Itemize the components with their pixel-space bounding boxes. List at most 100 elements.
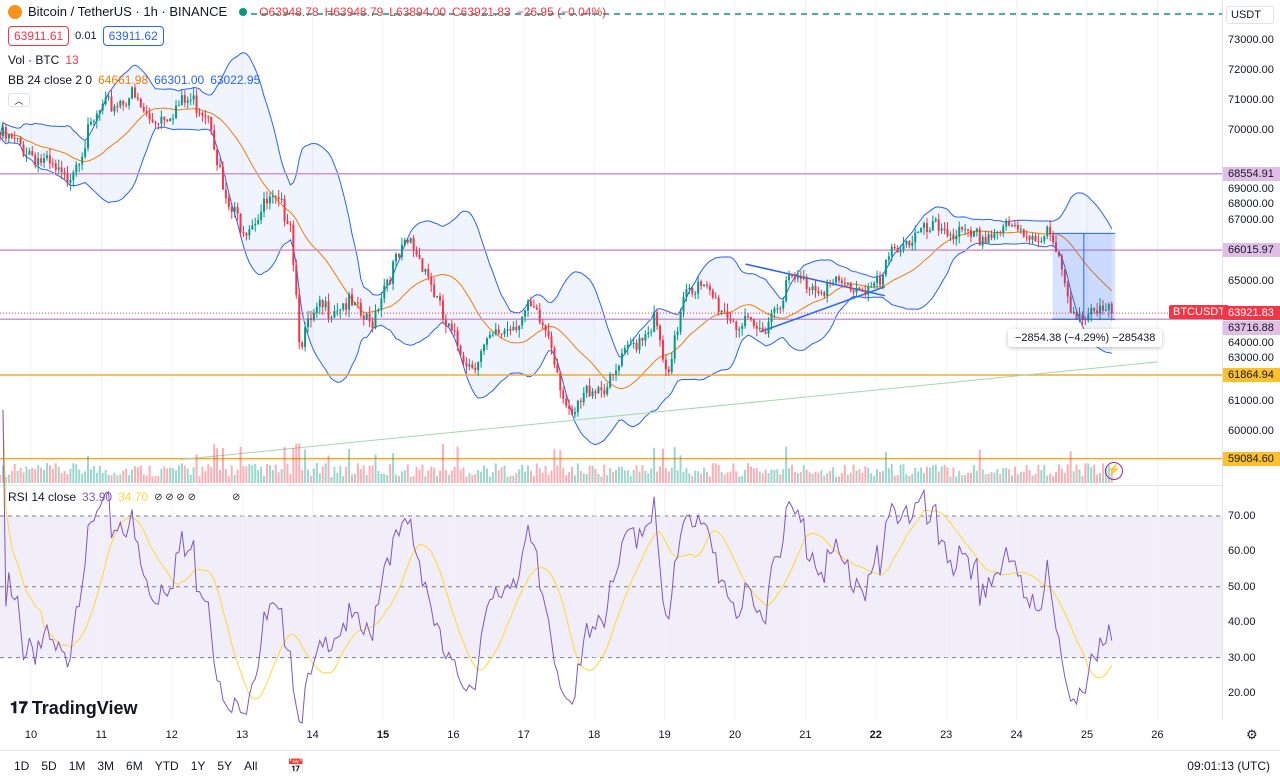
- volume-bar: [321, 466, 324, 483]
- timeframe-1m[interactable]: 1M: [68, 759, 86, 773]
- candle: [136, 97, 139, 99]
- trendline: [760, 285, 886, 333]
- settings-icon[interactable]: ⚙: [1246, 727, 1258, 742]
- candle: [823, 292, 826, 296]
- volume-bar: [198, 476, 201, 483]
- sell-button[interactable]: 63911.61: [8, 26, 70, 46]
- volume-bar: [544, 465, 547, 483]
- time-axis-label[interactable]: 22: [869, 729, 882, 741]
- price-tag[interactable]: 68554.91: [1223, 166, 1280, 181]
- time-axis-label[interactable]: 13: [236, 729, 249, 741]
- volume-bar: [230, 465, 233, 483]
- price-tag[interactable]: 63716.88: [1223, 321, 1280, 336]
- time-axis-label[interactable]: 21: [799, 729, 812, 741]
- price-axis-label[interactable]: 71000.00: [1228, 94, 1274, 107]
- time-axis-label[interactable]: 14: [306, 729, 319, 741]
- candle: [738, 329, 741, 331]
- bb-upper: 66301.00: [154, 73, 205, 87]
- time-axis-label[interactable]: 10: [24, 729, 38, 741]
- timeframe-all[interactable]: All: [244, 759, 258, 773]
- price-axis-label[interactable]: 73000.00: [1228, 34, 1274, 46]
- last-price-tag[interactable]: 63921.83: [1223, 306, 1280, 321]
- candle: [978, 228, 981, 246]
- timeframe-5d[interactable]: 5D: [41, 759, 57, 773]
- rsi-axis-label[interactable]: 20.00: [1228, 687, 1256, 699]
- candle: [1031, 235, 1034, 240]
- rsi-axis-label[interactable]: 50.00: [1228, 580, 1256, 593]
- currency-button[interactable]: USDT: [1226, 6, 1274, 24]
- volume-bar: [307, 469, 310, 483]
- price-tag[interactable]: 59084.60: [1223, 451, 1280, 466]
- time-axis-label[interactable]: 25: [1080, 729, 1094, 741]
- candle: [87, 124, 90, 149]
- time-axis-label[interactable]: 20: [728, 729, 742, 741]
- volume-bar: [626, 470, 629, 483]
- candle: [125, 104, 128, 106]
- price-axis-label[interactable]: 67000.00: [1228, 214, 1274, 227]
- price-tag[interactable]: 66015.97: [1223, 243, 1280, 258]
- candle: [717, 297, 720, 313]
- price-axis-label[interactable]: 68000.00: [1228, 197, 1274, 210]
- candle: [943, 228, 946, 230]
- rsi-axis-label[interactable]: 30.00: [1228, 651, 1256, 664]
- volume-bar: [403, 470, 406, 483]
- time-axis-label[interactable]: 23: [940, 729, 953, 741]
- volume-bar: [430, 466, 433, 483]
- price-axis-label[interactable]: 60000.00: [1228, 425, 1274, 438]
- candle: [597, 387, 600, 394]
- time-axis-label[interactable]: 16: [447, 729, 460, 741]
- candle: [582, 392, 585, 403]
- time-axis-label[interactable]: 24: [1010, 729, 1023, 741]
- candle: [805, 276, 808, 289]
- price-axis-label[interactable]: 64000.00: [1228, 337, 1274, 350]
- candle: [54, 163, 57, 170]
- price-axis-label[interactable]: 70000.00: [1228, 124, 1274, 137]
- rsi-label[interactable]: RSI 14 close: [8, 490, 77, 504]
- candle: [383, 285, 386, 299]
- time-axis-label[interactable]: 17: [517, 729, 530, 741]
- buy-button[interactable]: 63911.62: [102, 26, 164, 46]
- bb-label[interactable]: BB 24 close 2 0: [8, 73, 93, 87]
- time-axis-label[interactable]: 12: [165, 729, 178, 741]
- candle: [515, 326, 518, 330]
- candle: [57, 167, 60, 170]
- date-range-icon[interactable]: 📅: [287, 757, 305, 774]
- time-axis-label[interactable]: 15: [376, 729, 390, 741]
- volume-bar: [981, 469, 984, 483]
- time-axis-label[interactable]: 11: [95, 729, 108, 741]
- time-axis-label[interactable]: 19: [658, 729, 671, 741]
- candle: [573, 412, 576, 415]
- price-axis-label[interactable]: 69000.00: [1228, 182, 1274, 195]
- symbol-title[interactable]: Bitcoin / TetherUS · 1h · BINANCE: [28, 4, 228, 19]
- clock[interactable]: 09:01:13 (UTC): [1187, 759, 1270, 773]
- rsi-axis-label[interactable]: 70.00: [1228, 510, 1256, 522]
- chart-canvas[interactable]: [0, 0, 1280, 750]
- candle: [503, 330, 506, 335]
- vol-label[interactable]: Vol · BTC: [8, 53, 60, 67]
- price-axis-label[interactable]: 72000.00: [1228, 64, 1274, 77]
- rsi-axis-label[interactable]: 40.00: [1228, 616, 1256, 629]
- time-axis-label[interactable]: 18: [588, 729, 601, 741]
- price-axis-label[interactable]: 65000.00: [1228, 274, 1274, 287]
- time-axis-label[interactable]: 26: [1151, 729, 1164, 741]
- volume-bar: [1099, 472, 1102, 483]
- price-tag[interactable]: 61864.94: [1223, 367, 1280, 382]
- volume-bar: [494, 463, 497, 483]
- ohlc-close: C63921.83: [452, 4, 511, 19]
- volume-bar: [758, 471, 761, 483]
- price-axis-label[interactable]: 61000.00: [1228, 394, 1274, 407]
- timeframe-5y[interactable]: 5Y: [217, 759, 233, 773]
- timeframe-ytd[interactable]: YTD: [154, 759, 179, 773]
- tradingview-logo[interactable]: 𝟏𝟕 TradingView: [10, 698, 138, 718]
- timeframe-1d[interactable]: 1D: [14, 759, 30, 773]
- candle: [682, 297, 685, 312]
- rsi-axis-label[interactable]: 60.00: [1228, 545, 1256, 558]
- candle: [424, 269, 427, 272]
- timeframe-6m[interactable]: 6M: [126, 759, 143, 773]
- timeframe-1y[interactable]: 1Y: [190, 759, 206, 773]
- volume-bar: [1040, 470, 1043, 483]
- timeframe-3m[interactable]: 3M: [97, 759, 115, 773]
- collapse-legend-button[interactable]: ︿: [8, 93, 30, 107]
- price-axis-label[interactable]: 63000.00: [1228, 352, 1274, 365]
- lightning-icon[interactable]: ⚡: [1105, 462, 1123, 480]
